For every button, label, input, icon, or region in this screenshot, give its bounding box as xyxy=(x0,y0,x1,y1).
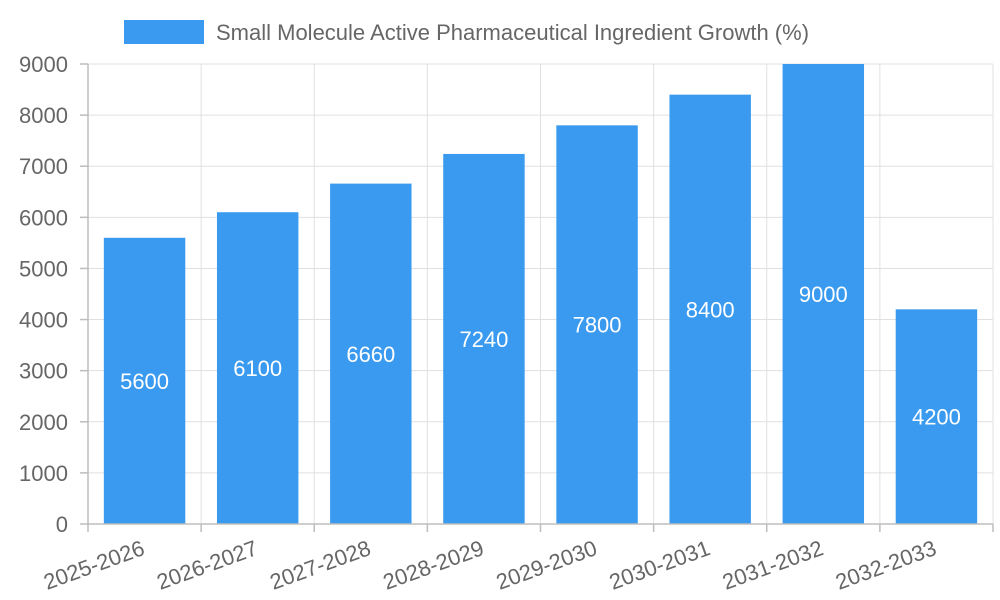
x-tick-label: 2025-2026 xyxy=(40,535,147,594)
bar xyxy=(556,125,638,524)
bar-data-label: 8400 xyxy=(686,297,735,322)
x-tick-label: 2030-2031 xyxy=(606,535,713,594)
bar xyxy=(782,64,865,524)
bar-data-label: 4200 xyxy=(912,405,961,430)
y-tick-label: 2000 xyxy=(19,410,68,435)
bar xyxy=(330,183,412,524)
bar-data-label: 5600 xyxy=(120,369,169,394)
legend: Small Molecule Active Pharmaceutical Ing… xyxy=(124,20,809,45)
y-tick-label: 8000 xyxy=(19,103,68,128)
bar-data-label: 6100 xyxy=(233,356,282,381)
legend-swatch xyxy=(124,20,204,44)
bar-data-label: 6660 xyxy=(346,342,395,367)
bar xyxy=(103,237,186,524)
y-tick-label: 5000 xyxy=(19,256,68,281)
bar-data-label: 7800 xyxy=(573,313,622,338)
bar xyxy=(216,212,299,524)
bar xyxy=(669,94,751,525)
y-tick-label: 4000 xyxy=(19,308,68,333)
y-tick-label: 6000 xyxy=(19,205,68,230)
bar xyxy=(895,309,978,524)
y-tick-label: 7000 xyxy=(19,154,68,179)
x-tick-label: 2032-2033 xyxy=(832,535,939,594)
x-tick-label: 2031-2032 xyxy=(719,535,826,594)
y-tick-label: 9000 xyxy=(19,52,68,77)
legend-label: Small Molecule Active Pharmaceutical Ing… xyxy=(216,20,809,45)
y-tick-label: 1000 xyxy=(19,461,68,486)
x-tick-label: 2027-2028 xyxy=(267,535,374,594)
x-tick-label: 2026-2027 xyxy=(153,535,260,594)
x-tick-label: 2028-2029 xyxy=(380,535,487,594)
bar-data-label: 9000 xyxy=(799,282,848,307)
bars: 5600 6100 6660 7240 7800 8400 9000 4200 xyxy=(103,64,978,525)
bar-data-label: 7240 xyxy=(459,327,508,352)
bar xyxy=(443,153,525,524)
x-tick-label: 2029-2030 xyxy=(493,535,600,594)
y-tick-label: 3000 xyxy=(19,359,68,384)
y-tick-label: 0 xyxy=(56,512,68,537)
